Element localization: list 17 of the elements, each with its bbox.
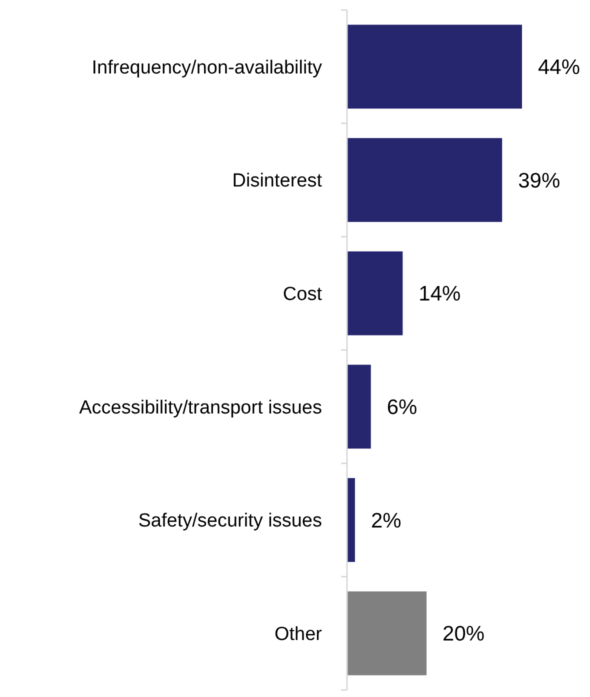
bar bbox=[347, 251, 403, 336]
y-tick-label: Disinterest bbox=[232, 170, 323, 192]
data-label: 14% bbox=[418, 282, 461, 306]
data-label: 2% bbox=[370, 509, 402, 532]
data-label: 6% bbox=[386, 396, 418, 420]
bar bbox=[347, 138, 502, 222]
y-tick-label: Cost bbox=[282, 284, 323, 305]
bar bbox=[347, 591, 427, 676]
y-tick-label: Safety/security issues bbox=[138, 510, 322, 532]
data-label: 20% bbox=[442, 622, 485, 646]
data-label: 39% bbox=[518, 169, 560, 192]
y-tick-label: Infrequency/non-availability bbox=[92, 57, 322, 78]
bar bbox=[347, 24, 522, 109]
data-label: 44% bbox=[538, 56, 580, 80]
y-tick-label: Accessibility/transport issues bbox=[79, 397, 322, 418]
y-tick-label: Other bbox=[274, 624, 323, 645]
bar bbox=[347, 364, 371, 449]
